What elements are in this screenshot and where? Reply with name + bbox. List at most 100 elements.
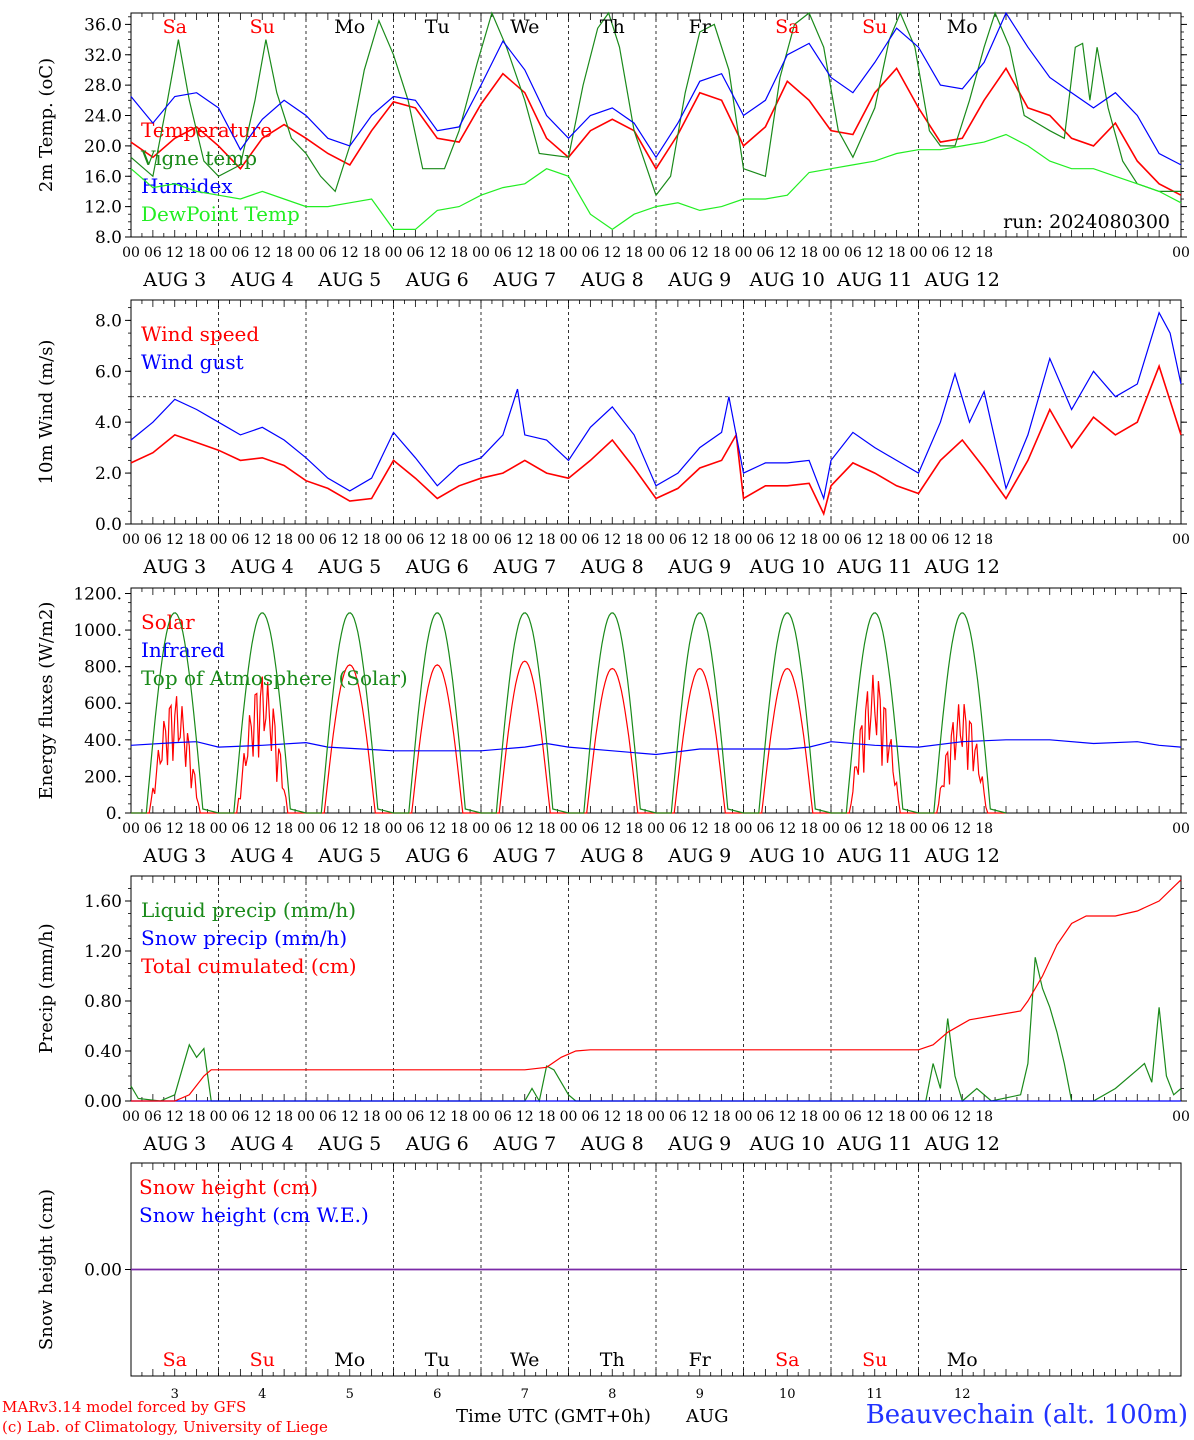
hour-label: 12 — [428, 821, 446, 837]
weekday-label: Su — [862, 16, 887, 38]
hour-label: 06 — [844, 1109, 862, 1125]
hour-label: 18 — [275, 1109, 293, 1125]
date-label: AUG 8 — [580, 845, 644, 867]
hour-label: 00 — [647, 245, 665, 261]
weekday-label: Th — [600, 1349, 625, 1371]
panel-5: 0.00 Snow height (cm) Snow height (cm) Snow… — [36, 1162, 1187, 1402]
hour-label: 06 — [144, 1109, 162, 1125]
day-number-label: 5 — [346, 1387, 354, 1402]
hour-label: 06 — [406, 245, 424, 261]
hour-label: 12 — [166, 821, 184, 837]
series-line-dewpoint-temp — [130, 133, 1182, 231]
hour-label: 06 — [756, 532, 774, 548]
plot-frame — [130, 587, 1182, 814]
y-tick-label: 28.0 — [84, 76, 122, 96]
weekday-label: Sa — [775, 16, 799, 38]
date-label: AUG 12 — [924, 269, 1000, 291]
time-axis-month: AUG — [686, 1406, 729, 1427]
y-tick-label: 0. — [106, 804, 122, 824]
y-tick-label: 0.0 — [95, 515, 122, 535]
date-label: AUG 11 — [836, 1133, 912, 1155]
legend-wind-speed: Wind speed — [141, 322, 259, 346]
panel-3: 0. 200. 400. 600. 800. 1000. 1200. Energy fluxe… — [36, 584, 1190, 867]
hour-label: 12 — [866, 821, 884, 837]
hour-label: 12 — [778, 821, 796, 837]
series-line-vigne-temp — [130, 11, 1181, 197]
time-axis-label: Time UTC (GMT+0h) — [456, 1406, 651, 1427]
date-label: AUG 11 — [836, 269, 912, 291]
panel-4: 0.00 0.40 0.80 1.20 1.60 Precip (mm/h) Liquid … — [36, 875, 1190, 1155]
hour-label: 00 — [822, 1109, 840, 1125]
weekday-label: Fr — [689, 1349, 712, 1371]
hour-label: 12 — [691, 821, 709, 837]
series-line-humidex — [130, 11, 1182, 166]
hour-label: 06 — [319, 245, 337, 261]
hour-label: 00 — [735, 532, 753, 548]
hour-label: 06 — [756, 821, 774, 837]
hour-label: 18 — [538, 532, 556, 548]
y-tick-label: 24.0 — [84, 107, 122, 127]
date-label: AUG 9 — [667, 845, 731, 867]
hour-label: 12 — [866, 245, 884, 261]
hour-label: 12 — [953, 821, 971, 837]
hour-label: 00 — [1172, 1109, 1190, 1125]
legend-dewpoint-temp: DewPoint Temp — [141, 202, 300, 226]
hour-label: 00 — [297, 245, 315, 261]
hour-label: 18 — [713, 245, 731, 261]
weekday-label: We — [510, 1349, 539, 1371]
date-label: AUG 5 — [317, 556, 381, 578]
hour-label: 06 — [581, 245, 599, 261]
day-number-label: 10 — [779, 1387, 796, 1402]
y-tick-label: 400. — [84, 731, 122, 751]
date-label: AUG 12 — [924, 845, 1000, 867]
station-name: Beauvechain (alt. 100m) — [865, 1400, 1188, 1430]
hour-label: 12 — [253, 532, 271, 548]
weekday-label: Su — [862, 1349, 887, 1371]
hour-label: 06 — [756, 245, 774, 261]
hour-label: 06 — [494, 245, 512, 261]
hour-label: 06 — [144, 532, 162, 548]
hour-label: 06 — [231, 821, 249, 837]
hour-label: 18 — [363, 1109, 381, 1125]
date-label: AUG 10 — [749, 269, 825, 291]
hour-label: 18 — [888, 532, 906, 548]
day-number-label: 7 — [521, 1387, 529, 1402]
hour-label: 18 — [800, 821, 818, 837]
hour-label: 00 — [122, 1109, 140, 1125]
date-label: AUG 9 — [667, 556, 731, 578]
day-number-label: 4 — [258, 1387, 266, 1402]
hour-label: 18 — [538, 1109, 556, 1125]
series-line-top-of-atmosphere-solar- — [131, 612, 1007, 814]
date-label: AUG 12 — [924, 1133, 1000, 1155]
y-tick-label: 16.0 — [84, 167, 122, 187]
date-label: AUG 3 — [142, 1133, 206, 1155]
y-axis-label: 10m Wind (m/s) — [36, 340, 57, 485]
hour-label: 00 — [822, 821, 840, 837]
hour-label: 00 — [822, 245, 840, 261]
hour-label: 00 — [560, 532, 578, 548]
hour-label: 12 — [778, 1109, 796, 1125]
weekday-label: Sa — [163, 16, 187, 38]
y-tick-label: 12.0 — [84, 198, 122, 218]
hour-label: 18 — [800, 245, 818, 261]
date-label: AUG 8 — [580, 1133, 644, 1155]
hour-label: 18 — [188, 532, 206, 548]
hour-label: 12 — [341, 245, 359, 261]
hour-label: 12 — [166, 245, 184, 261]
series-line-temperature — [130, 66, 1182, 196]
hour-label: 00 — [385, 245, 403, 261]
day-number-label: 9 — [696, 1387, 704, 1402]
weekday-label: Mo — [947, 1349, 978, 1371]
hour-label: 18 — [713, 532, 731, 548]
weekday-label: Mo — [947, 16, 978, 38]
hour-label: 00 — [1172, 532, 1190, 548]
hour-label: 18 — [713, 1109, 731, 1125]
legend-vigne-temp: Vigne temp — [140, 146, 257, 170]
y-tick-label: 0.00 — [84, 1261, 122, 1281]
date-label: AUG 7 — [492, 269, 556, 291]
hour-label: 00 — [385, 532, 403, 548]
date-label: AUG 6 — [405, 1133, 469, 1155]
hour-label: 06 — [844, 532, 862, 548]
date-label: AUG 3 — [142, 845, 206, 867]
date-label: AUG 11 — [836, 556, 912, 578]
